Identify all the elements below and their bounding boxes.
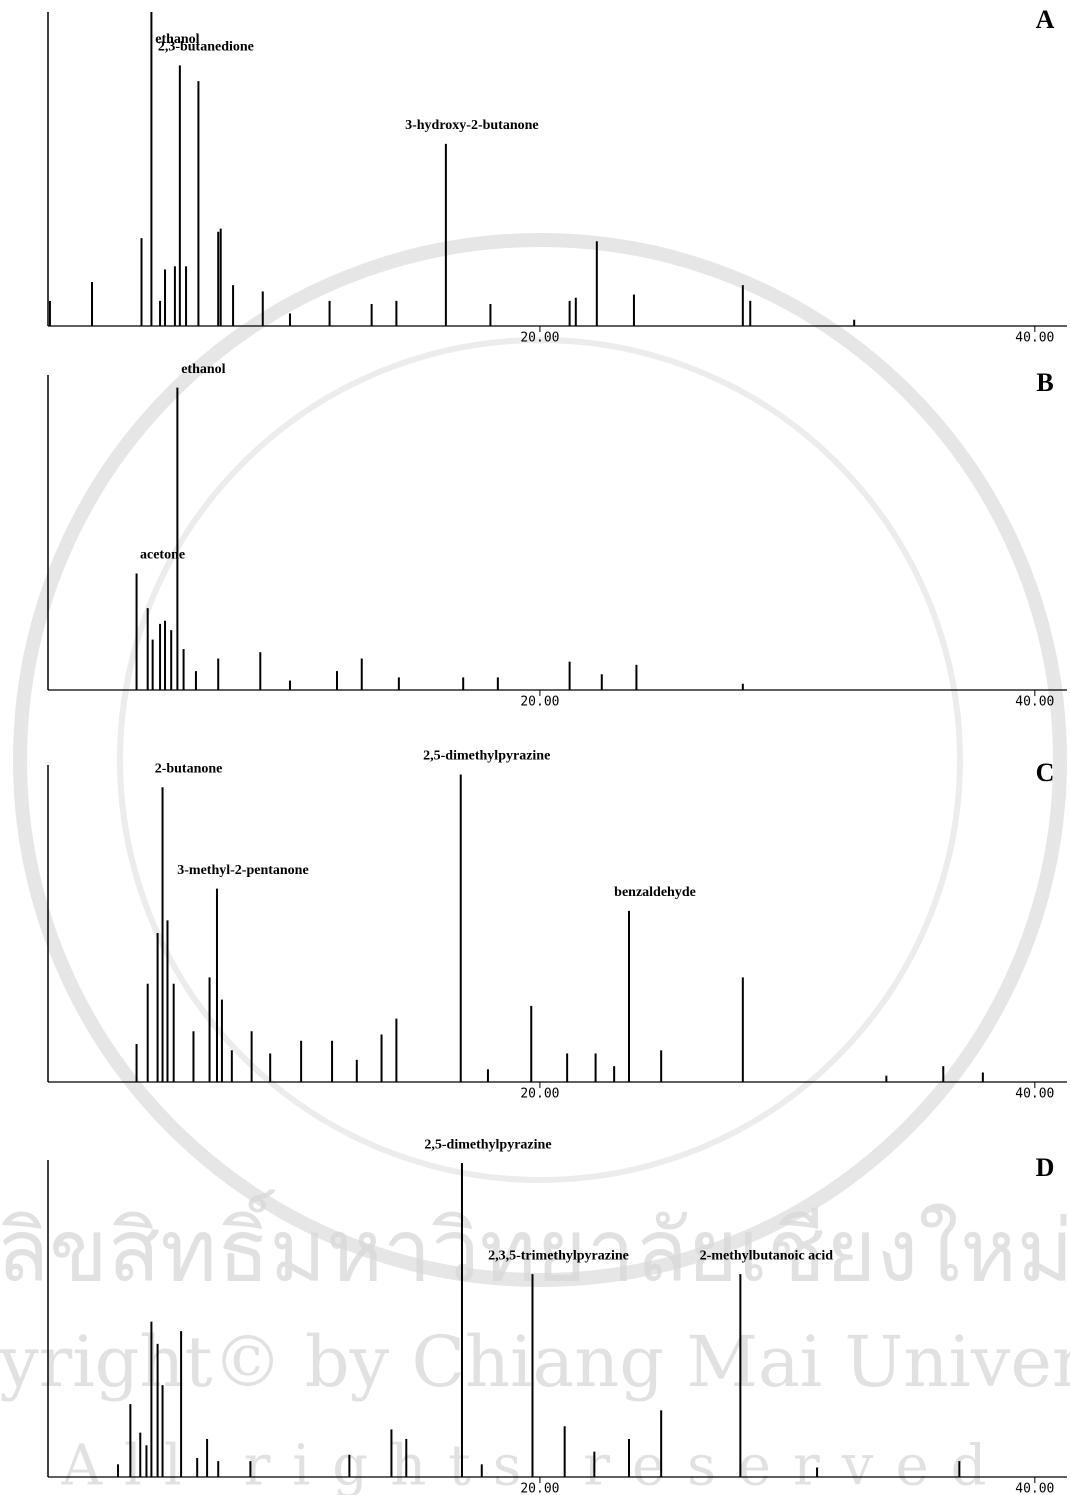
peak-label: 2,3,5-trimethylpyrazine — [488, 1248, 629, 1263]
peak-label: 3-methyl-2-pentanone — [177, 863, 308, 878]
x-tick-label: 20.00 — [520, 1087, 559, 1102]
peak-label: 2,5-dimethylpyrazine — [424, 1137, 551, 1152]
panel-label: B — [1036, 368, 1053, 397]
watermark-seal — [117, 337, 963, 1183]
panel-label: D — [1036, 1153, 1055, 1182]
x-tick-label: 20.00 — [520, 1482, 559, 1495]
x-tick-label: 40.00 — [1015, 1482, 1054, 1495]
peak-label: 2,5-dimethylpyrazine — [423, 749, 550, 764]
peak-label: 2-butanone — [155, 761, 223, 776]
x-tick-label: 20.00 — [520, 695, 559, 710]
x-tick-label: 20.00 — [520, 331, 559, 346]
x-tick-label: 40.00 — [1015, 331, 1054, 346]
peak-label: ethanol — [155, 32, 199, 47]
watermark-text: ลิขสิทธิ์มหาวิทยาลัยเชียงใหม่ — [0, 1190, 1070, 1302]
x-tick-label: 40.00 — [1015, 1087, 1054, 1102]
peak-label: benzaldehyde — [614, 885, 696, 900]
watermark-seal — [13, 233, 1067, 1287]
peak-label: 2-methylbutanoic acid — [700, 1248, 834, 1263]
watermark-text: Copyright© by Chiang Mai University — [0, 1321, 1070, 1403]
x-tick-label: 40.00 — [1015, 695, 1054, 710]
panel-label: C — [1036, 758, 1055, 787]
panel-label: A — [1036, 5, 1055, 34]
watermark-text: All rights reserved — [61, 1434, 1009, 1495]
peak-label: ethanol — [181, 362, 225, 377]
peak-label: 2,3-butanedione — [158, 40, 254, 55]
peak-label: acetone — [140, 548, 185, 563]
peak-label: 3-hydroxy-2-butanone — [405, 118, 539, 133]
